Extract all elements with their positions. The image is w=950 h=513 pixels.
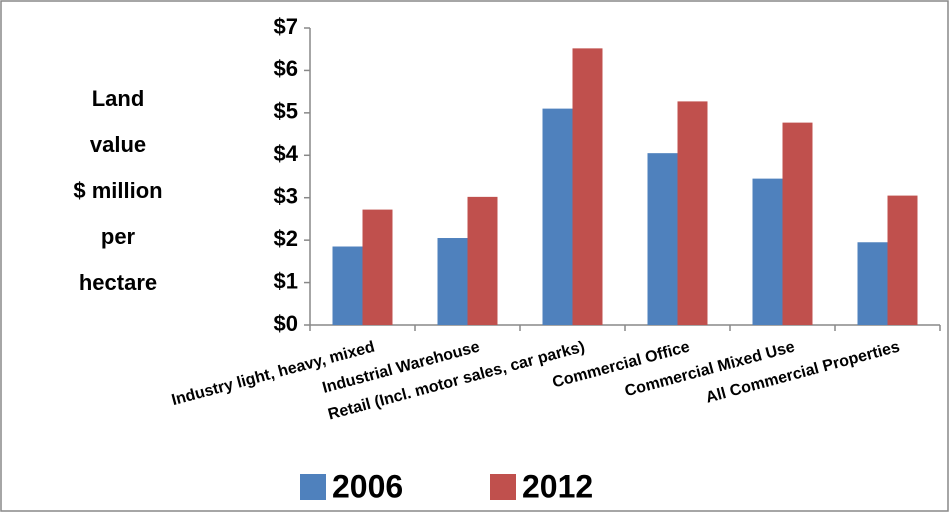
bar <box>857 242 888 325</box>
legend-swatch <box>300 474 326 500</box>
y-tick-label: $4 <box>274 141 299 166</box>
bar <box>887 195 918 325</box>
y-axis-label: per <box>101 224 136 249</box>
y-tick-label: $3 <box>274 184 298 209</box>
bar <box>542 108 573 325</box>
y-tick-label: $6 <box>274 56 298 81</box>
bar <box>332 246 363 325</box>
y-axis-label: value <box>90 132 146 157</box>
bar <box>782 122 813 325</box>
y-tick-label: $2 <box>274 226 298 251</box>
bar <box>647 153 678 325</box>
bar <box>677 101 708 325</box>
bar <box>362 209 393 325</box>
bar <box>752 178 783 325</box>
y-tick-label: $1 <box>274 268 298 293</box>
y-tick-label: $0 <box>274 311 298 336</box>
y-axis-label: $ million <box>73 178 162 203</box>
bar <box>467 196 498 325</box>
bar <box>572 48 603 325</box>
legend-label: 2006 <box>332 468 403 504</box>
y-axis-label: Land <box>92 86 145 111</box>
bar <box>437 238 468 325</box>
y-tick-label: $7 <box>274 14 298 39</box>
y-axis-label: hectare <box>79 270 157 295</box>
y-tick-label: $5 <box>274 99 298 124</box>
legend-label: 2012 <box>522 468 593 504</box>
legend-swatch <box>490 474 516 500</box>
